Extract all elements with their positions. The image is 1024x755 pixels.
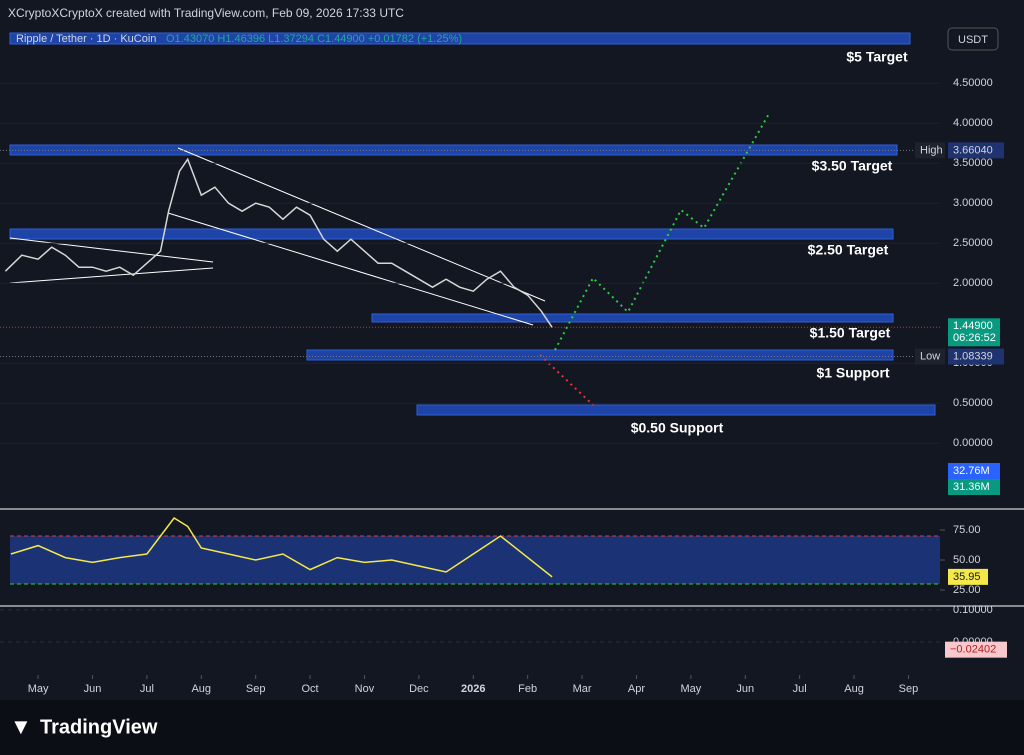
y-tick-label: 3.00000 [953, 197, 993, 209]
y-tick-label: 4.50000 [953, 77, 993, 89]
zone [9, 32, 911, 45]
x-tick-label: Nov [355, 683, 375, 695]
currency-button[interactable] [947, 27, 999, 51]
x-tick-label: Jul [140, 683, 154, 695]
logo-mark: ▼ [10, 714, 32, 739]
x-tick-label: Feb [518, 683, 537, 695]
series-line [10, 517, 553, 578]
macd-last-bg [945, 641, 1007, 658]
last-value: 1.44900 [953, 320, 993, 332]
volume-bg [948, 479, 1000, 495]
ohlc: O1.43070 H1.46396 L1.37294 C1.44900 +0.0… [166, 33, 462, 45]
last-countdown: 06:26:52 [953, 332, 996, 344]
annotation: $3.50 Target [812, 158, 893, 174]
rsi-last-bg [948, 568, 988, 585]
y-tick-label: 0.50000 [953, 397, 993, 409]
x-tick-label: Sep [899, 683, 919, 695]
annotation: $5 Target [846, 49, 908, 65]
x-tick-label: 2026 [461, 683, 485, 695]
x-tick-label: Aug [191, 683, 211, 695]
volume-bg [948, 463, 1000, 479]
series-line [4, 157, 553, 328]
x-tick-label: Sep [246, 683, 266, 695]
credit: XCryptoXCryptoX created with TradingView… [8, 6, 404, 20]
low-value-bg [948, 348, 1004, 365]
x-tick-label: Jul [793, 683, 807, 695]
footer-bg [0, 700, 1024, 755]
x-tick-label: May [28, 683, 49, 695]
x-tick-label: Dec [409, 683, 429, 695]
x-tick-label: Oct [302, 683, 319, 695]
annotation: $2.50 Target [808, 242, 889, 258]
y-tick-label: 2.50000 [953, 237, 993, 249]
annotation: $0.50 Support [631, 420, 724, 436]
high-label: High [920, 144, 943, 156]
high-value-bg [948, 142, 1004, 159]
rsi-tick-label: 50.00 [953, 554, 981, 566]
y-tick-label: 2.00000 [953, 277, 993, 289]
currency[interactable]: USDT [958, 34, 988, 46]
high-value: 3.66040 [953, 144, 993, 156]
low-label: Low [920, 350, 940, 362]
y-tick-label: 3.50000 [953, 157, 993, 169]
zone [9, 228, 894, 240]
x-tick-label: May [680, 683, 701, 695]
annotation: $1 Support [816, 365, 889, 381]
rsi-tick-label: 25.00 [953, 584, 981, 596]
y-tick-label: 0.00000 [953, 437, 993, 449]
high-label-bg [915, 142, 945, 159]
zone [306, 349, 894, 361]
projection-up [554, 111, 771, 351]
macd-tick-label: 0.10000 [953, 604, 993, 616]
brand: TradingView [40, 716, 158, 738]
rsi-tick-label: 75.00 [953, 524, 981, 536]
x-tick-label: Jun [736, 683, 754, 695]
symbol: Ripple / Tether · 1D · KuCoin [16, 33, 156, 45]
x-tick-label: Apr [628, 683, 645, 695]
low-label-bg [915, 348, 945, 365]
macd-last: −0.02402 [950, 644, 996, 656]
low-value: 1.08339 [953, 350, 993, 362]
rsi-last: 35.95 [953, 571, 981, 583]
zone [416, 404, 936, 416]
x-tick-label: Aug [844, 683, 864, 695]
volume-label: 31.36M [953, 481, 990, 493]
annotation: $1.50 Target [810, 325, 891, 341]
volume-label: 32.76M [953, 465, 990, 477]
rsi-band [10, 536, 940, 584]
zone [371, 313, 894, 323]
x-tick-label: Mar [573, 683, 592, 695]
y-tick-label: 4.00000 [953, 117, 993, 129]
last-bg [948, 318, 1000, 347]
x-tick-label: Jun [84, 683, 102, 695]
trendlines [9, 147, 546, 326]
